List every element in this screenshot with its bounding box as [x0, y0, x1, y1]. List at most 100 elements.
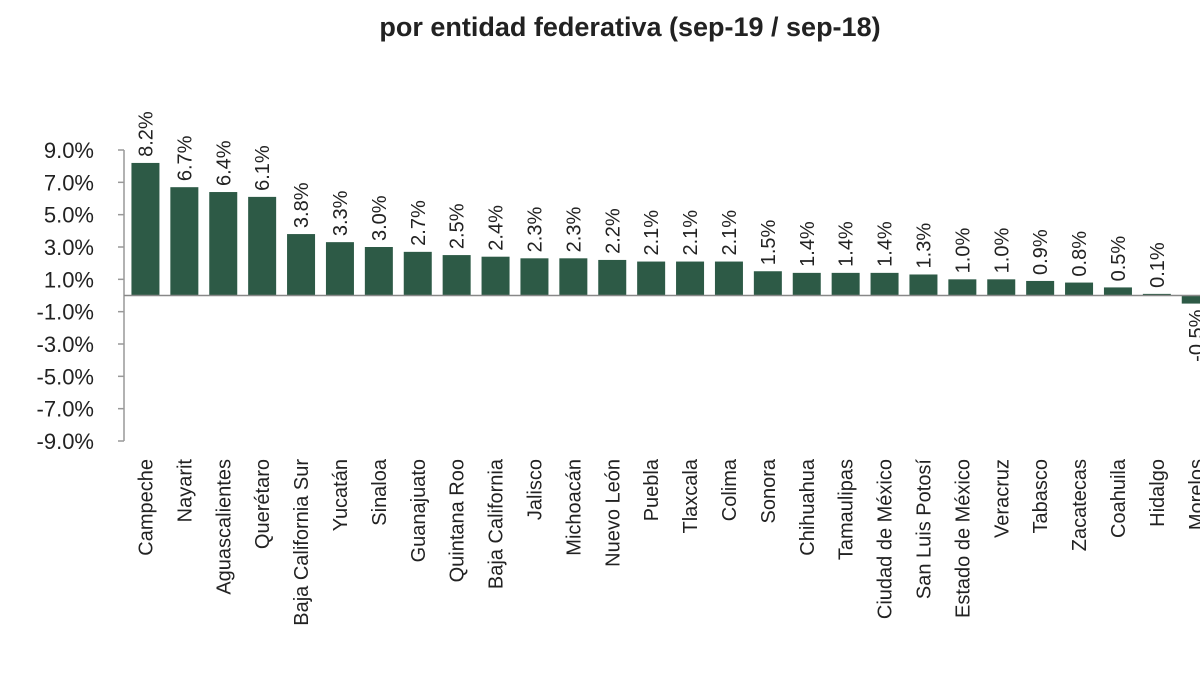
category-label: Nayarit [174, 459, 196, 523]
data-label: 0.5% [1108, 236, 1130, 282]
category-label: Quintana Roo [447, 459, 469, 582]
y-tick-label: -3.0% [37, 332, 94, 357]
category-label: Querétaro [252, 459, 274, 549]
y-tick-label: 3.0% [44, 235, 94, 260]
category-labels: Campeche Nayarit Aguascalientes Querétaro Ba… [135, 458, 1200, 626]
data-label: 2.5% [447, 203, 469, 249]
data-label: -0.5% [1186, 309, 1200, 361]
category-label: Jalisco [524, 459, 546, 520]
bar [676, 261, 705, 296]
category-label: Coahuila [1108, 458, 1130, 538]
data-label: 2.1% [641, 210, 663, 256]
category-label: Aguascalientes [213, 459, 235, 595]
y-tick-label: -5.0% [37, 364, 94, 389]
category-label: Veracruz [991, 459, 1013, 538]
y-tick-label: 9.0% [44, 138, 94, 163]
bar [753, 271, 782, 296]
data-label: 1.0% [991, 228, 1013, 274]
bar [520, 258, 549, 296]
data-label: 2.3% [524, 207, 546, 253]
data-label: 3.0% [369, 195, 391, 241]
category-label: Estado de México [952, 459, 974, 618]
bar [170, 187, 199, 296]
data-label: 2.3% [563, 207, 585, 253]
y-axis: 9.0% 7.0% 5.0% 3.0% 1.0% -1.0% -3.0% -5.0% -7.0%… [37, 138, 125, 454]
data-label: 1.4% [875, 221, 897, 267]
data-label: 1.3% [913, 223, 935, 269]
bar [481, 256, 510, 296]
category-label: Sinaloa [369, 458, 391, 526]
category-label: Baja California Sur [291, 459, 313, 626]
category-label: Ciudad de México [875, 459, 897, 619]
bar [909, 274, 938, 296]
data-label: 2.2% [602, 208, 624, 254]
y-tick-label: -1.0% [37, 300, 94, 325]
data-label: 6.7% [174, 135, 196, 181]
bar [1181, 295, 1200, 304]
category-label: Tlaxcala [680, 458, 702, 533]
bar [948, 279, 977, 296]
category-label: Michoacán [563, 459, 585, 556]
bar [209, 192, 238, 296]
bar [403, 251, 432, 296]
category-label: Morelos [1186, 459, 1200, 530]
bar [714, 261, 743, 296]
category-label: Colima [719, 458, 741, 521]
category-label: Tabasco [1030, 459, 1052, 534]
bar [792, 272, 821, 296]
bar [1142, 293, 1171, 296]
data-label: 2.1% [680, 210, 702, 256]
data-label: 6.4% [213, 140, 235, 186]
category-label: Puebla [641, 458, 663, 521]
data-label: 1.4% [797, 221, 819, 267]
data-label: 2.1% [719, 210, 741, 256]
data-label: 0.8% [1069, 231, 1091, 277]
y-tick-label: -7.0% [37, 397, 94, 422]
category-label: Guanajuato [408, 459, 430, 562]
bar [1065, 282, 1094, 296]
bar [1026, 280, 1055, 296]
bar [831, 272, 860, 296]
data-label: 1.5% [758, 219, 780, 265]
category-label: Baja California [486, 458, 508, 589]
data-label: 1.4% [836, 221, 858, 267]
y-tick-label: 1.0% [44, 267, 94, 292]
data-label: 1.0% [952, 228, 974, 274]
category-label: Zacatecas [1069, 459, 1091, 551]
category-label: Nuevo León [602, 459, 624, 567]
category-label: San Luis Potosí [913, 459, 935, 600]
bars [131, 162, 1200, 304]
category-label: Sonora [758, 458, 780, 523]
data-label: 0.9% [1030, 229, 1052, 275]
data-label: 8.2% [135, 111, 157, 157]
y-tick-label: 5.0% [44, 203, 94, 228]
data-labels: 8.2% 6.7% 6.4% 6.1% 3.8% 3.3% 3.0% 2.7% 2.5% 2.4%… [135, 111, 1200, 362]
bar [987, 279, 1016, 296]
category-label: Tamaulipas [836, 459, 858, 560]
bar [1103, 287, 1132, 296]
bar [637, 261, 666, 296]
data-label: 0.1% [1147, 242, 1169, 288]
bar [442, 255, 471, 296]
bar [131, 162, 160, 296]
bar [325, 242, 354, 296]
category-label: Yucatán [330, 459, 352, 531]
data-label: 3.8% [291, 182, 313, 228]
data-label: 2.7% [408, 200, 430, 246]
data-label: 6.1% [252, 145, 274, 191]
bar [598, 259, 627, 296]
category-label: Campeche [135, 459, 157, 556]
data-label: 2.4% [486, 205, 508, 251]
bar [870, 272, 899, 296]
y-tick-label: 7.0% [44, 170, 94, 195]
category-label: Hidalgo [1147, 459, 1169, 527]
category-label: Chihuahua [797, 458, 819, 556]
bar [287, 234, 316, 296]
bar [364, 247, 393, 296]
chart-title: por entidad federativa (sep-19 / sep-18) [379, 12, 880, 42]
y-tick-label: -9.0% [37, 429, 94, 454]
bar [559, 258, 588, 296]
bar [248, 196, 277, 296]
